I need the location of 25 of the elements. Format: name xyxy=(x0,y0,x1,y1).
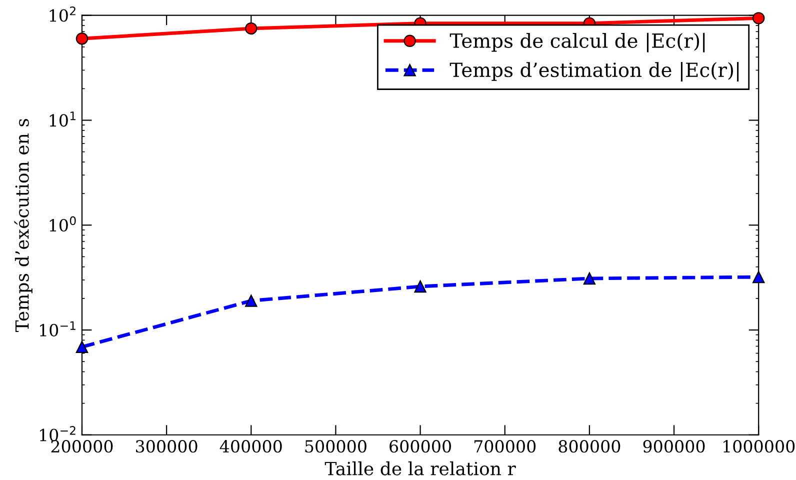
point xyxy=(583,272,596,285)
y-tick-label: 10$^{1}$ xyxy=(50,112,76,127)
point xyxy=(76,340,88,354)
y-tick-label: 10$^{2}$ xyxy=(50,6,76,22)
legend-label: Temps de calcul de |Ec(r)| xyxy=(450,32,705,52)
y-tick-label: 10$^{−1}$ xyxy=(40,321,76,336)
x-tick-label: 600000 xyxy=(390,440,451,453)
point xyxy=(752,270,765,284)
x-tick-label: 400000 xyxy=(220,440,282,453)
x-tick-label: 800000 xyxy=(558,440,620,453)
x-tick-label: 200000 xyxy=(51,440,113,453)
x-tick-label: 300000 xyxy=(136,440,198,453)
x-tick-label: 500000 xyxy=(305,440,366,453)
point xyxy=(245,294,258,307)
x-tick-label: 1000000 xyxy=(724,440,795,453)
legend-label: Temps d’estimation de |Ec(r)| xyxy=(450,62,739,82)
y-axis-title: Temps d’exécution en s xyxy=(14,118,32,332)
point xyxy=(414,280,426,293)
point xyxy=(245,22,258,35)
x-tick-label: 900000 xyxy=(643,440,705,453)
point xyxy=(76,32,88,45)
y-tick-label: 10$^{−2}$ xyxy=(40,426,76,442)
x-axis-title: Taille de la relation r xyxy=(324,461,516,476)
x-tick-label: 700000 xyxy=(474,440,536,453)
y-tick-label: 10$^{0}$ xyxy=(50,216,76,232)
